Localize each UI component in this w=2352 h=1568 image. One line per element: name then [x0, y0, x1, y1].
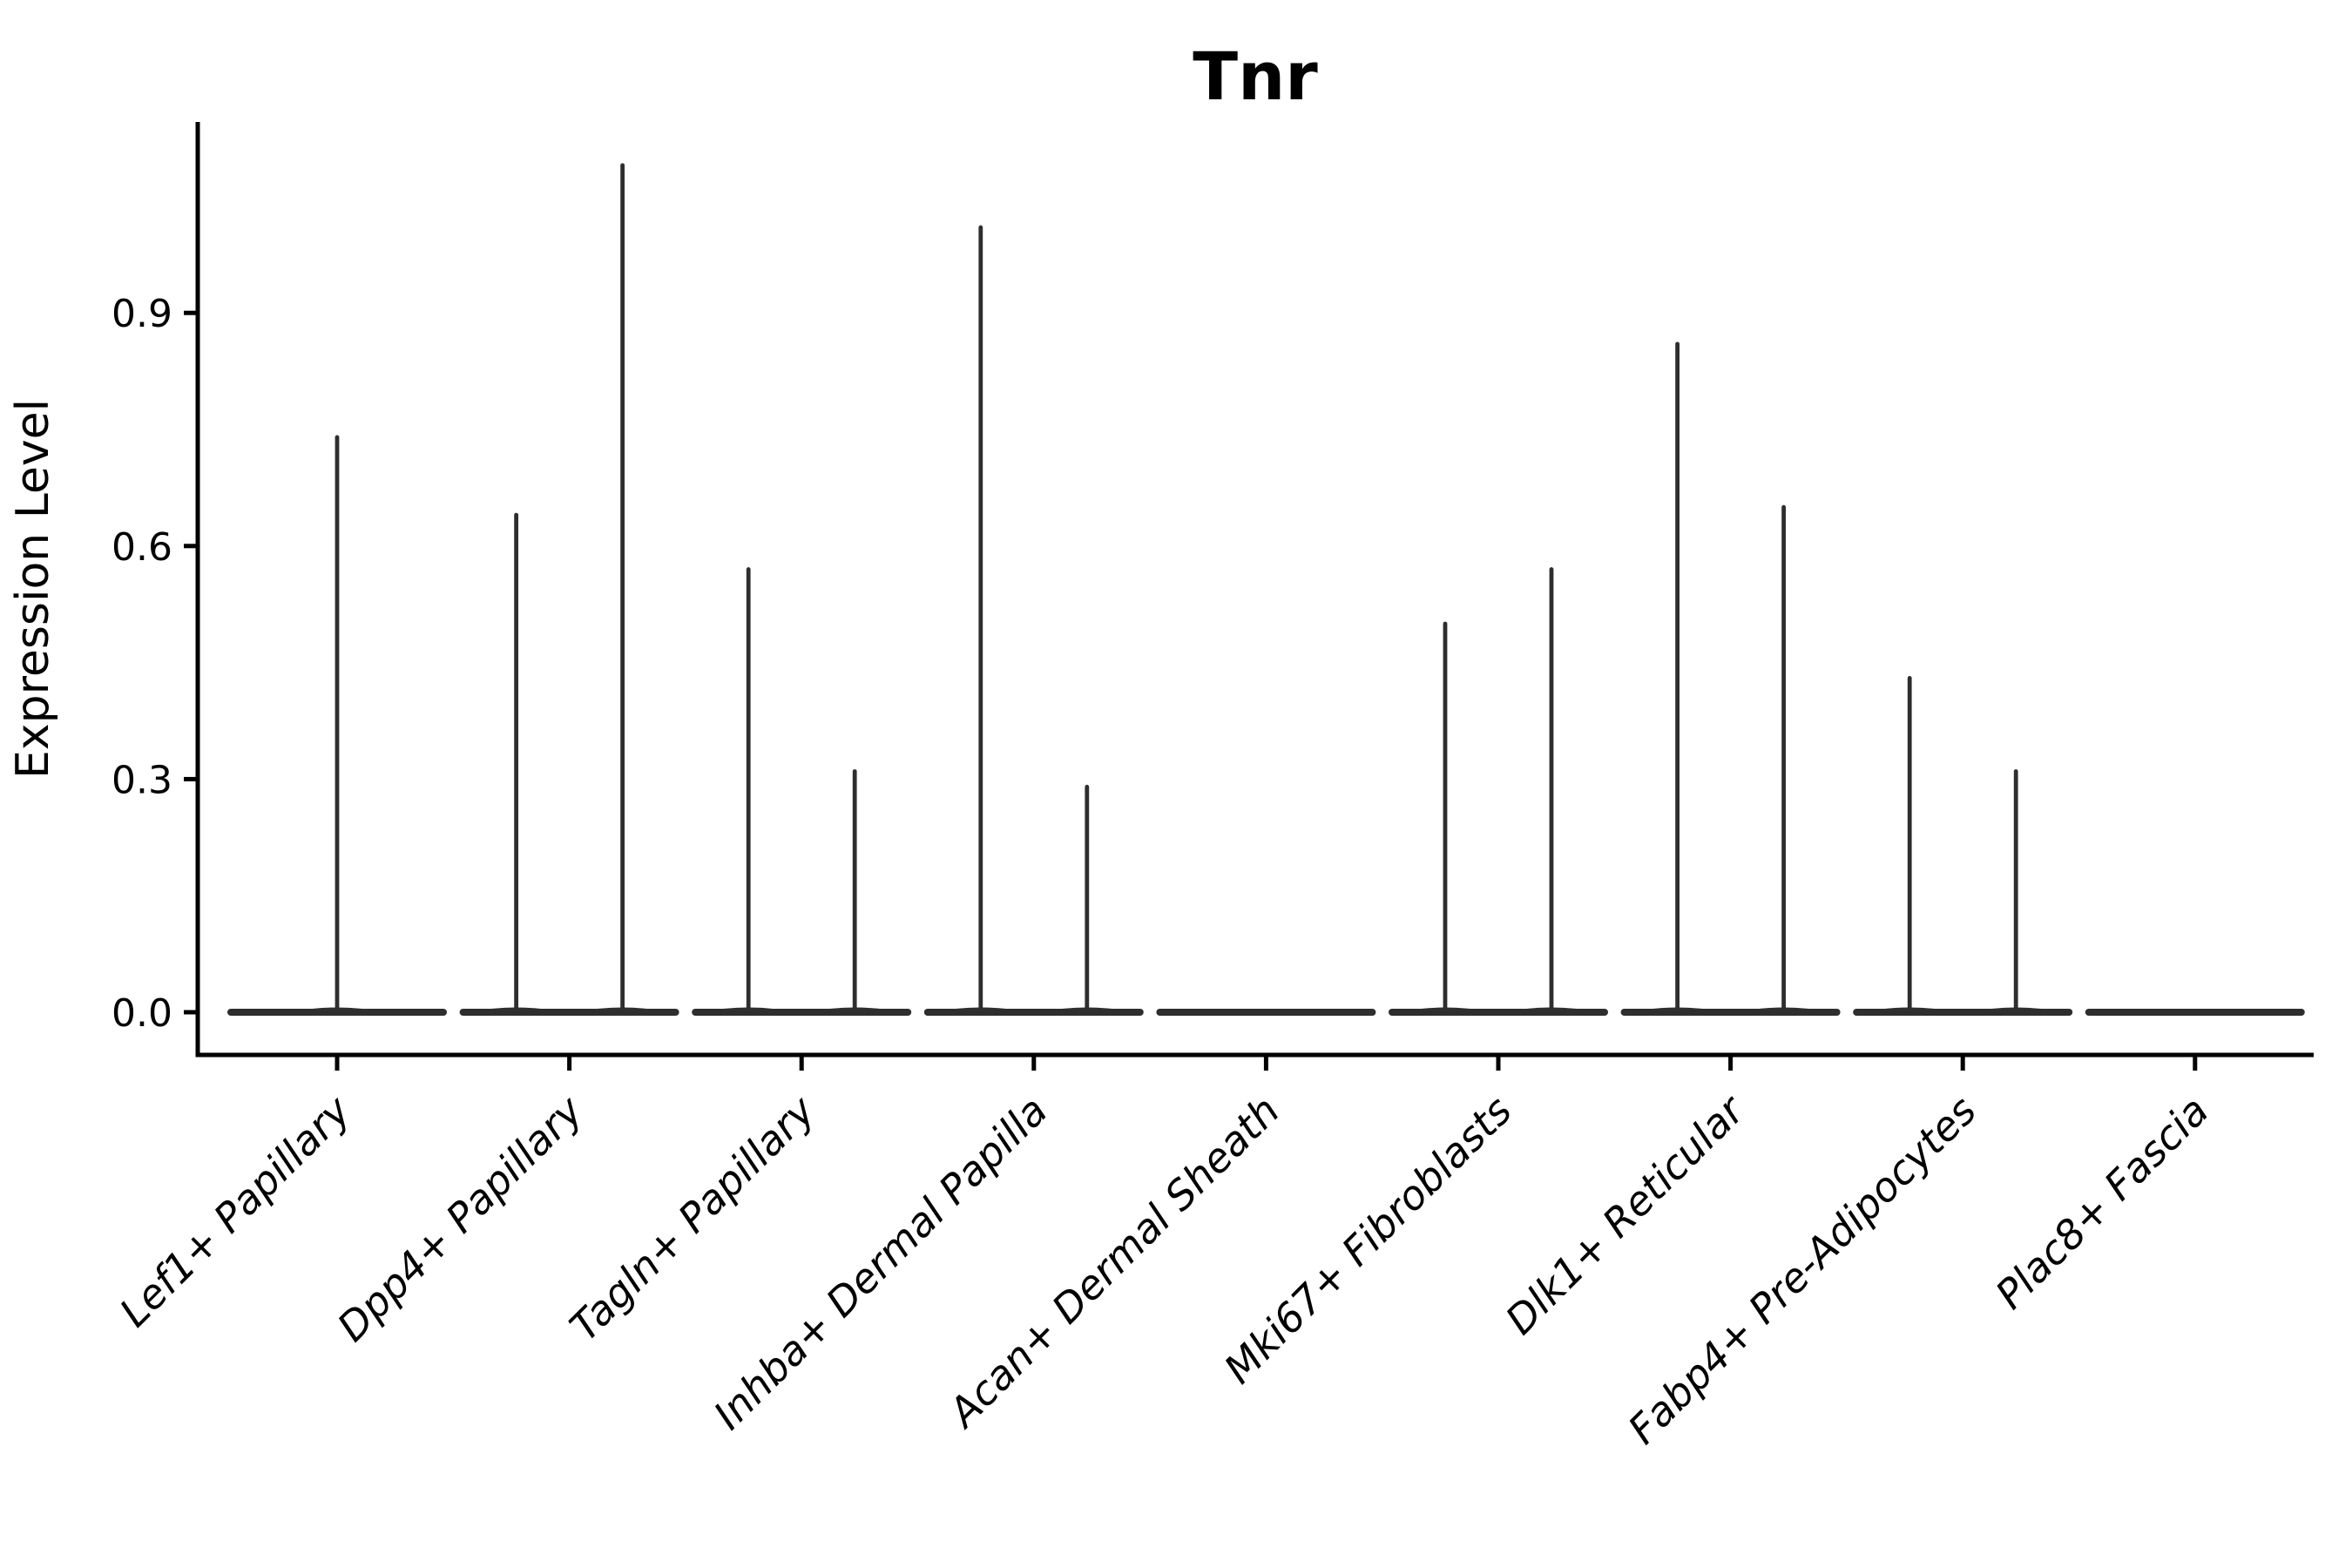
- x-tick-label: Dpp4+ Papillary: [328, 1086, 592, 1350]
- axes-spines: [195, 122, 2314, 1058]
- y-tick-label: 0.0: [112, 991, 172, 1036]
- y-tick-label: 0.3: [112, 758, 172, 802]
- y-tick-label: 0.9: [112, 292, 172, 336]
- y-axis-ticks: 0.0 0.3 0.6 0.9: [112, 292, 198, 1036]
- y-axis-label: Expression Level: [7, 399, 59, 779]
- x-tick-label: Plac8+ Fascia: [1986, 1087, 2217, 1318]
- x-tick-label: Tagln+ Papillary: [561, 1086, 825, 1350]
- violins-layer: [227, 163, 2305, 1016]
- x-tick-label: Lef1+ Papillary: [111, 1086, 360, 1335]
- x-tick-label: Dlk1+ Reticular: [1497, 1085, 1755, 1343]
- chart-title: Tnr: [1193, 37, 1318, 115]
- y-tick-label: 0.6: [112, 525, 172, 570]
